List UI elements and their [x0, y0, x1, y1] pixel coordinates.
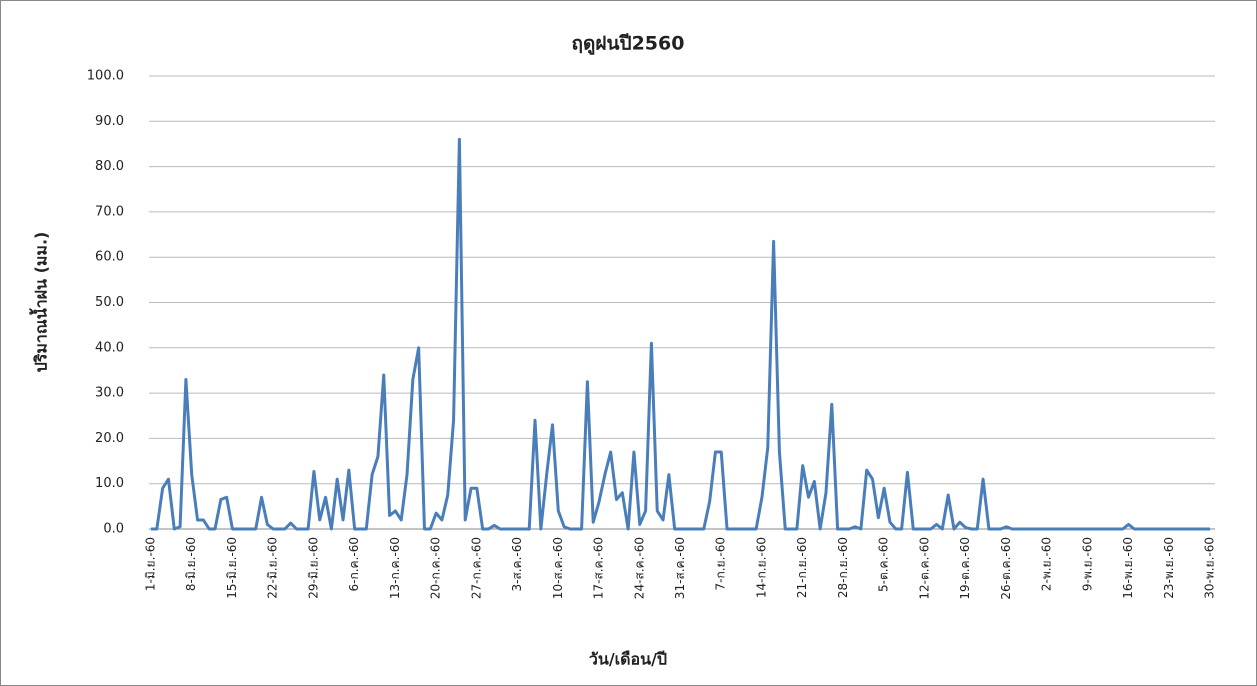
x-tick-label: 8-มิ.ย.-60	[184, 537, 198, 591]
y-tick-label: 60.0	[95, 250, 124, 265]
x-tick-label: 20-ก.ค.-60	[429, 537, 443, 599]
x-tick-label: 24-ส.ค.-60	[632, 537, 646, 599]
x-tick-label: 31-ส.ค.-60	[673, 537, 687, 599]
x-tick-label: 15-มิ.ย.-60	[225, 537, 239, 599]
x-tick-label: 12-ต.ค.-60	[917, 537, 931, 600]
x-tick-label: 17-ส.ค.-60	[592, 537, 606, 599]
y-tick-label: 70.0	[95, 204, 124, 219]
y-tick-label: 40.0	[95, 340, 124, 355]
x-tick-label: 14-ก.ย.-60	[754, 537, 768, 598]
x-tick-label: 1-มิ.ย.-60	[144, 537, 158, 591]
y-tick-label: 10.0	[95, 476, 124, 491]
x-tick-label: 29-มิ.ย.-60	[306, 537, 320, 599]
chart-title: ฤดูฝนปี2560	[572, 33, 685, 56]
y-tick-label: 90.0	[95, 114, 124, 129]
x-tick-label: 27-ก.ค.-60	[469, 537, 483, 599]
x-tick-label: 13-ก.ค.-60	[388, 537, 402, 599]
y-tick-label: 80.0	[95, 159, 124, 174]
x-tick-label: 10-ส.ค.-60	[551, 537, 565, 599]
y-tick-label: 50.0	[95, 295, 124, 310]
x-tick-label: 30-พ.ย.-60	[1203, 537, 1217, 599]
x-tick-label: 6-ก.ค.-60	[347, 537, 361, 592]
y-axis-title: ปริมาณน้ำฝน (มม.)	[29, 232, 51, 373]
x-tick-label: 2-พ.ย.-60	[1040, 537, 1054, 591]
x-tick-label: 22-มิ.ย.-60	[266, 537, 280, 599]
y-tick-label: 30.0	[95, 386, 124, 401]
y-tick-label: 100.0	[87, 69, 124, 84]
x-tick-label: 21-ก.ย.-60	[795, 537, 809, 598]
x-tick-label: 19-ต.ค.-60	[958, 537, 972, 600]
x-tick-label: 7-ก.ย.-60	[714, 537, 728, 591]
x-tick-label: 5-ต.ค.-60	[877, 537, 891, 592]
x-axis-title: วัน/เดือน/ปี	[589, 650, 667, 669]
x-tick-label: 26-ต.ค.-60	[999, 537, 1013, 600]
x-tick-label: 28-ก.ย.-60	[836, 537, 850, 598]
line-series	[151, 137, 1210, 531]
x-tick-label: 16-พ.ย.-60	[1121, 537, 1135, 599]
y-tick-label: 20.0	[95, 431, 124, 446]
x-tick-label: 3-ส.ค.-60	[510, 537, 524, 592]
x-tick-label: 23-พ.ย.-60	[1162, 537, 1176, 599]
x-tick-label: 9-พ.ย.-60	[1080, 537, 1094, 591]
y-tick-label: 0.0	[103, 522, 124, 537]
